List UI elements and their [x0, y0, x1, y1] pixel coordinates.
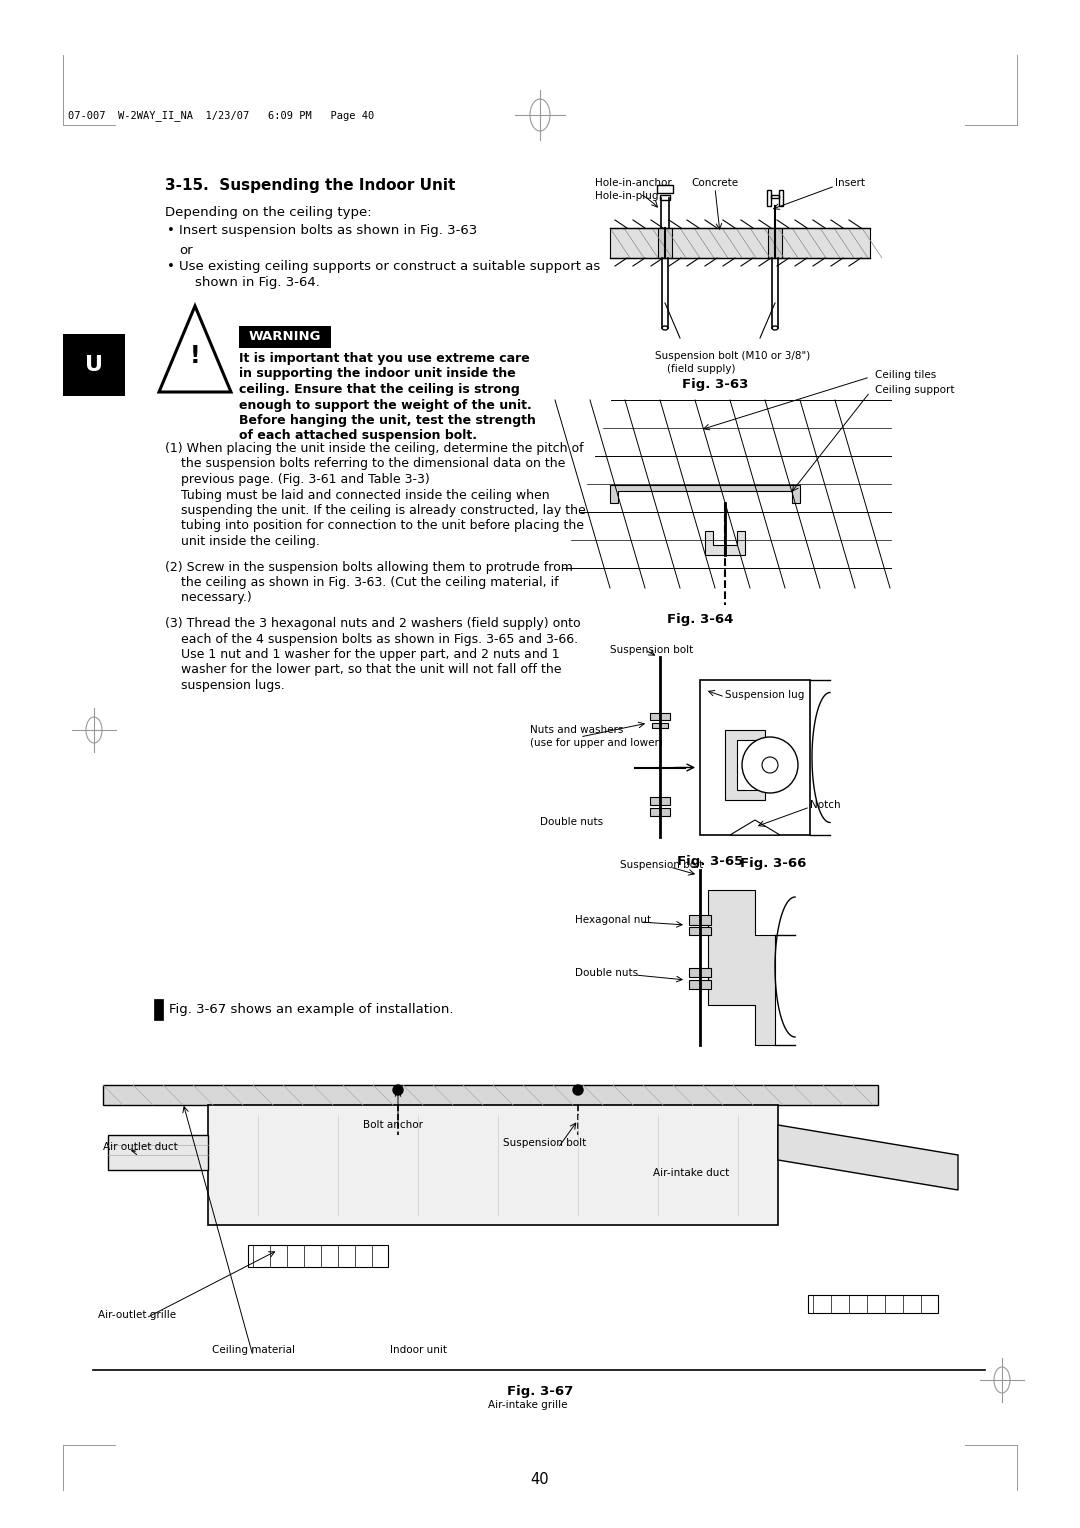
Text: Air-outlet grille: Air-outlet grille — [98, 1309, 176, 1320]
Text: Fig. 3-65: Fig. 3-65 — [677, 856, 743, 868]
Text: Insert: Insert — [835, 177, 865, 188]
Text: !: ! — [190, 344, 200, 368]
Bar — [660, 196, 670, 200]
Text: 3-15.  Suspending the Indoor Unit: 3-15. Suspending the Indoor Unit — [165, 177, 456, 193]
Polygon shape — [610, 484, 800, 503]
Bar — [208, 1105, 778, 1225]
Polygon shape — [730, 821, 780, 834]
Polygon shape — [778, 1125, 958, 1190]
Text: Hole-in-anchor: Hole-in-anchor — [595, 177, 672, 188]
Text: the suspension bolts referring to the dimensional data on the: the suspension bolts referring to the di… — [165, 457, 565, 471]
Bar — [103, 1085, 878, 1105]
Text: U: U — [85, 354, 103, 374]
Text: suspending the unit. If the ceiling is already constructed, lay the: suspending the unit. If the ceiling is a… — [165, 504, 585, 516]
Bar — [657, 185, 673, 193]
Polygon shape — [708, 889, 775, 1045]
Text: It is important that you use extreme care: It is important that you use extreme car… — [239, 351, 530, 365]
Circle shape — [573, 1085, 583, 1096]
Ellipse shape — [772, 325, 778, 330]
Bar — [768, 228, 782, 258]
Text: Nuts and washers: Nuts and washers — [530, 724, 623, 735]
Bar — [63, 335, 125, 396]
Text: Insert suspension bolts as shown in Fig. 3-63: Insert suspension bolts as shown in Fig.… — [179, 225, 477, 237]
Text: Hexagonal nut: Hexagonal nut — [575, 915, 651, 924]
Text: Tubing must be laid and connected inside the ceiling when: Tubing must be laid and connected inside… — [165, 489, 550, 501]
Text: Air-intake grille: Air-intake grille — [488, 1400, 568, 1410]
Text: 07-007  W-2WAY_II_NA  1/23/07   6:09 PM   Page 40: 07-007 W-2WAY_II_NA 1/23/07 6:09 PM Page… — [68, 110, 375, 121]
Text: in supporting the indoor unit inside the: in supporting the indoor unit inside the — [239, 368, 516, 380]
Text: Ceiling material: Ceiling material — [212, 1345, 295, 1355]
Bar — [650, 808, 670, 816]
Text: or: or — [179, 244, 192, 257]
Text: WARNING: WARNING — [248, 330, 321, 344]
Text: Fig. 3-66: Fig. 3-66 — [740, 857, 807, 869]
Polygon shape — [705, 532, 745, 555]
Polygon shape — [767, 189, 783, 206]
Text: Suspension bolt: Suspension bolt — [620, 860, 703, 869]
Text: Ceiling support: Ceiling support — [875, 385, 955, 396]
Text: Suspension bolt: Suspension bolt — [610, 645, 693, 656]
Bar — [689, 969, 711, 976]
Text: unit inside the ceiling.: unit inside the ceiling. — [165, 535, 320, 549]
Text: washer for the lower part, so that the unit will not fall off the: washer for the lower part, so that the u… — [165, 663, 562, 677]
Bar — [650, 798, 670, 805]
Circle shape — [393, 1085, 403, 1096]
Text: Use existing ceiling supports or construct a suitable support as: Use existing ceiling supports or constru… — [179, 260, 600, 274]
Text: Double nuts: Double nuts — [575, 969, 638, 978]
Text: tubing into position for connection to the unit before placing the: tubing into position for connection to t… — [165, 520, 584, 532]
Text: Bolt anchor: Bolt anchor — [363, 1120, 423, 1131]
Bar — [652, 723, 669, 727]
Text: Notch: Notch — [810, 801, 840, 810]
Polygon shape — [725, 730, 765, 801]
Text: Indoor unit: Indoor unit — [390, 1345, 446, 1355]
Text: Fig. 3-67 shows an example of installation.: Fig. 3-67 shows an example of installati… — [168, 1004, 454, 1016]
Text: Ceiling tiles: Ceiling tiles — [875, 370, 936, 380]
Bar — [239, 325, 330, 348]
Text: Fig. 3-67: Fig. 3-67 — [507, 1384, 573, 1398]
Text: Suspension lug: Suspension lug — [725, 691, 805, 700]
Text: •: • — [167, 260, 175, 274]
Text: (2) Screw in the suspension bolts allowing them to protrude from: (2) Screw in the suspension bolts allowi… — [165, 561, 572, 573]
Text: enough to support the weight of the unit.: enough to support the weight of the unit… — [239, 399, 531, 411]
Text: Suspension bolt (M10 or 3/8"): Suspension bolt (M10 or 3/8") — [654, 351, 810, 361]
Text: Air-intake duct: Air-intake duct — [653, 1167, 729, 1178]
Text: Hole-in-plug: Hole-in-plug — [595, 191, 659, 202]
Text: (3) Thread the 3 hexagonal nuts and 2 washers (field supply) onto: (3) Thread the 3 hexagonal nuts and 2 wa… — [165, 617, 581, 630]
Text: Air outlet duct: Air outlet duct — [103, 1141, 178, 1152]
Bar — [610, 228, 870, 258]
Text: each of the 4 suspension bolts as shown in Figs. 3-65 and 3-66.: each of the 4 suspension bolts as shown … — [165, 633, 578, 645]
Text: Depending on the ceiling type:: Depending on the ceiling type: — [165, 206, 372, 219]
Bar — [689, 979, 711, 989]
Text: the ceiling as shown in Fig. 3-63. (Cut the ceiling material, if: the ceiling as shown in Fig. 3-63. (Cut … — [165, 576, 558, 588]
Text: (1) When placing the unit inside the ceiling, determine the pitch of: (1) When placing the unit inside the cei… — [165, 442, 583, 455]
Text: •: • — [167, 225, 175, 237]
Text: previous page. (Fig. 3-61 and Table 3-3): previous page. (Fig. 3-61 and Table 3-3) — [165, 474, 430, 486]
Text: of each attached suspension bolt.: of each attached suspension bolt. — [239, 429, 477, 443]
Text: necessary.): necessary.) — [165, 591, 252, 605]
Bar — [108, 1135, 208, 1170]
Bar — [689, 915, 711, 924]
Text: (field supply): (field supply) — [667, 364, 735, 374]
Bar — [248, 1245, 388, 1267]
Text: Double nuts: Double nuts — [540, 817, 603, 827]
Text: (use for upper and lower): (use for upper and lower) — [530, 738, 663, 749]
Ellipse shape — [662, 325, 669, 330]
Circle shape — [742, 736, 798, 793]
Bar — [700, 680, 810, 834]
Bar — [658, 228, 672, 258]
Text: Use 1 nut and 1 washer for the upper part, and 2 nuts and 1: Use 1 nut and 1 washer for the upper par… — [165, 648, 559, 662]
Text: Fig. 3-64: Fig. 3-64 — [666, 613, 733, 626]
Text: Fig. 3-63: Fig. 3-63 — [681, 377, 748, 391]
Bar — [689, 927, 711, 935]
Text: Concrete: Concrete — [691, 177, 739, 188]
Text: Before hanging the unit, test the strength: Before hanging the unit, test the streng… — [239, 414, 536, 426]
Bar — [650, 714, 670, 720]
Text: suspension lugs.: suspension lugs. — [165, 678, 285, 692]
Circle shape — [762, 756, 778, 773]
Text: 40: 40 — [530, 1473, 550, 1487]
Text: Suspension bolt: Suspension bolt — [503, 1138, 586, 1148]
Bar — [808, 1296, 939, 1313]
Text: ceiling. Ensure that the ceiling is strong: ceiling. Ensure that the ceiling is stro… — [239, 384, 519, 396]
Text: shown in Fig. 3-64.: shown in Fig. 3-64. — [195, 277, 320, 289]
